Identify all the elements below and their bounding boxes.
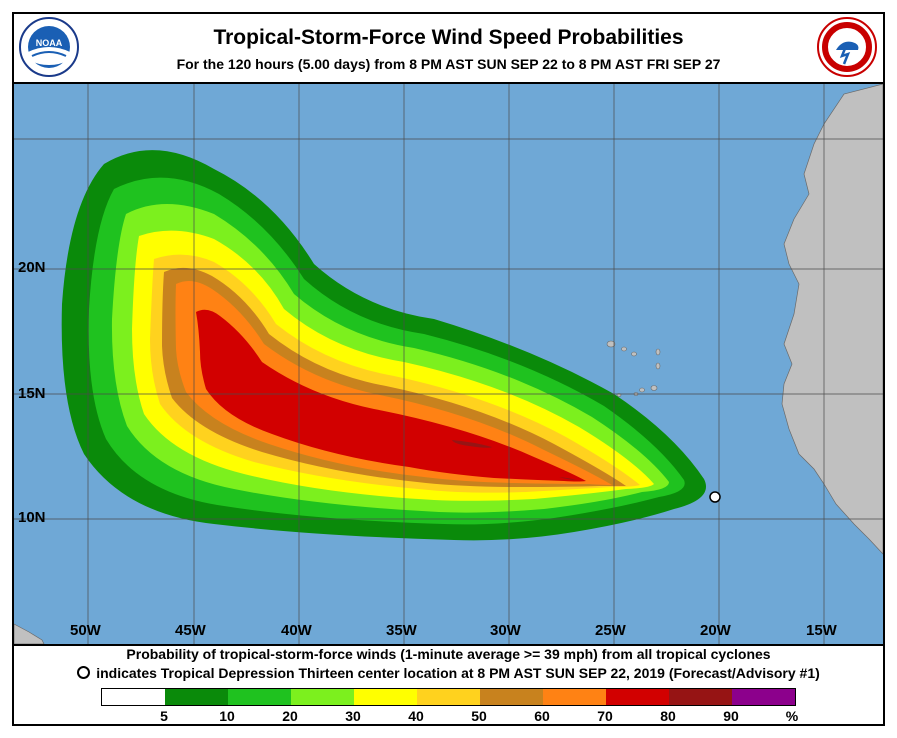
contour-80b bbox=[559, 477, 576, 480]
legend-swatch-70-80 bbox=[606, 689, 669, 705]
lon-label-30w: 30W bbox=[490, 622, 521, 639]
lat-label-15n: 15N bbox=[18, 385, 46, 402]
legend-swatch-20-30 bbox=[291, 689, 354, 705]
chart-subtitle: For the 120 hours (5.00 days) from 8 PM … bbox=[176, 56, 721, 72]
graticule bbox=[14, 84, 883, 644]
lon-label-35w: 35W bbox=[386, 622, 417, 639]
lon-label-15w: 15W bbox=[806, 622, 837, 639]
marker-circle-icon bbox=[77, 666, 91, 679]
legend-colorbar bbox=[101, 688, 796, 706]
legend-swatch-80-90 bbox=[669, 689, 732, 705]
footer-description: Probability of tropical-storm-force wind… bbox=[126, 646, 771, 662]
noaa-logo: NOAA bbox=[19, 17, 79, 77]
lon-label-45w: 45W bbox=[175, 622, 206, 639]
storm-center-marker bbox=[709, 491, 721, 503]
lon-label-40w: 40W bbox=[281, 622, 312, 639]
probability-map bbox=[14, 82, 883, 646]
legend-tick-50: 50 bbox=[471, 708, 487, 724]
legend-swatch-50-60 bbox=[480, 689, 543, 705]
legend-swatch-90-100 bbox=[732, 689, 795, 705]
legend-swatch-60-70 bbox=[543, 689, 606, 705]
contour-80 bbox=[452, 440, 492, 448]
svg-text:NOAA: NOAA bbox=[36, 38, 63, 48]
legend-tick-90: 90 bbox=[723, 708, 739, 724]
contour-70 bbox=[196, 309, 586, 482]
map-svg bbox=[14, 84, 883, 644]
lat-label-10n: 10N bbox=[18, 509, 46, 526]
legend-tick-70: 70 bbox=[597, 708, 613, 724]
chart-title: Tropical-Storm-Force Wind Speed Probabil… bbox=[213, 26, 684, 49]
lat-label-20n: 20N bbox=[18, 259, 46, 276]
africa-land bbox=[781, 84, 883, 555]
probability-contours bbox=[61, 150, 706, 541]
lon-label-50w: 50W bbox=[70, 622, 101, 639]
legend-swatch-0-5 bbox=[102, 689, 165, 705]
lon-label-20w: 20W bbox=[700, 622, 731, 639]
lon-label-25w: 25W bbox=[595, 622, 626, 639]
legend-tick-40: 40 bbox=[408, 708, 424, 724]
legend-tick-20: 20 bbox=[282, 708, 298, 724]
legend-tick-80: 80 bbox=[660, 708, 676, 724]
legend-tick-30: 30 bbox=[345, 708, 361, 724]
footer-marker-text: indicates Tropical Depression Thirteen c… bbox=[96, 665, 820, 681]
legend-swatch-5-10 bbox=[165, 689, 228, 705]
cape-verde-islands bbox=[606, 340, 661, 397]
footer-marker-note: indicates Tropical Depression Thirteen c… bbox=[14, 665, 883, 681]
legend-swatch-40-50 bbox=[417, 689, 480, 705]
legend-tick-5: 5 bbox=[160, 708, 168, 724]
legend-swatch-30-40 bbox=[354, 689, 417, 705]
legend-tick-10: 10 bbox=[219, 708, 235, 724]
south-america-land bbox=[14, 623, 45, 644]
legend-tick-percent: % bbox=[785, 708, 799, 724]
nws-logo bbox=[817, 17, 877, 77]
legend-swatch-10-20 bbox=[228, 689, 291, 705]
legend-tick-60: 60 bbox=[534, 708, 550, 724]
